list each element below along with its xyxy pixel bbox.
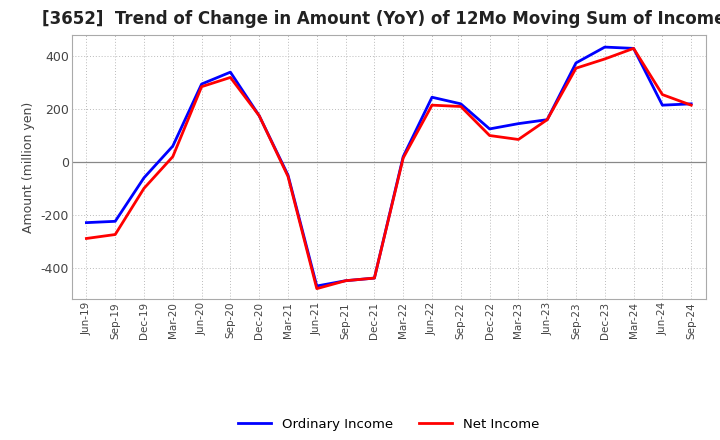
Ordinary Income — [312, 283, 321, 289]
Ordinary Income — [284, 172, 292, 178]
Ordinary Income — [687, 101, 696, 106]
Ordinary Income — [399, 154, 408, 159]
Ordinary Income — [629, 46, 638, 51]
Net Income — [226, 75, 235, 80]
Ordinary Income — [600, 44, 609, 50]
Ordinary Income — [82, 220, 91, 225]
Ordinary Income — [485, 126, 494, 132]
Net Income — [341, 278, 350, 283]
Ordinary Income — [428, 95, 436, 100]
Ordinary Income — [543, 117, 552, 122]
Ordinary Income — [197, 81, 206, 87]
Net Income — [399, 155, 408, 161]
Net Income — [284, 174, 292, 179]
Net Income — [456, 104, 465, 109]
Line: Ordinary Income: Ordinary Income — [86, 47, 691, 286]
Ordinary Income — [168, 143, 177, 149]
Y-axis label: Amount (million yen): Amount (million yen) — [22, 102, 35, 233]
Net Income — [687, 103, 696, 108]
Ordinary Income — [140, 175, 148, 180]
Ordinary Income — [111, 219, 120, 224]
Ordinary Income — [255, 113, 264, 118]
Net Income — [370, 275, 379, 281]
Ordinary Income — [658, 103, 667, 108]
Ordinary Income — [341, 278, 350, 283]
Ordinary Income — [514, 121, 523, 126]
Title: [3652]  Trend of Change in Amount (YoY) of 12Mo Moving Sum of Incomes: [3652] Trend of Change in Amount (YoY) o… — [42, 10, 720, 28]
Net Income — [82, 236, 91, 241]
Net Income — [140, 186, 148, 191]
Net Income — [485, 133, 494, 138]
Ordinary Income — [456, 101, 465, 106]
Net Income — [255, 113, 264, 118]
Net Income — [168, 154, 177, 159]
Ordinary Income — [572, 60, 580, 66]
Line: Net Income: Net Income — [86, 48, 691, 289]
Net Income — [312, 286, 321, 291]
Net Income — [629, 46, 638, 51]
Net Income — [197, 84, 206, 89]
Ordinary Income — [370, 275, 379, 281]
Net Income — [600, 56, 609, 62]
Ordinary Income — [226, 70, 235, 75]
Net Income — [514, 137, 523, 142]
Net Income — [543, 117, 552, 122]
Net Income — [111, 232, 120, 237]
Net Income — [572, 66, 580, 71]
Legend: Ordinary Income, Net Income: Ordinary Income, Net Income — [232, 411, 546, 438]
Net Income — [428, 103, 436, 108]
Net Income — [658, 92, 667, 97]
